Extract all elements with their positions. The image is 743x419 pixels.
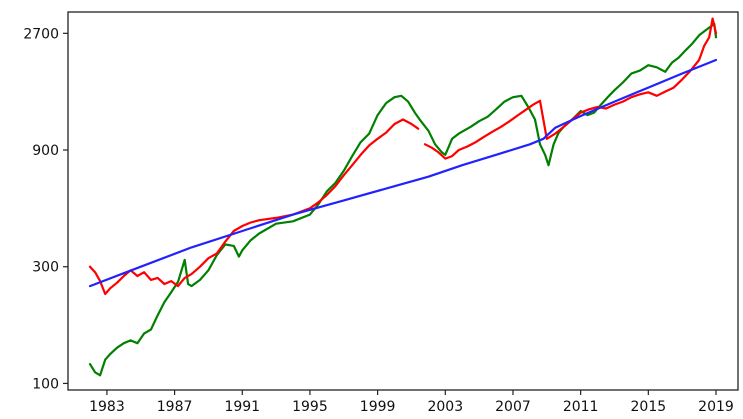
plot-area-frame [67, 11, 739, 391]
axes-layer: 1983 1987 1991 1995 1999 2003 2007 2011 2015 2019… [23, 26, 733, 415]
x-tick-label: 1983 [89, 399, 125, 415]
x-tick-label: 2015 [631, 399, 667, 415]
series-line-2 [88, 17, 718, 296]
x-tick-label: 1987 [157, 399, 193, 415]
x-tick-label: 2011 [563, 399, 599, 415]
x-tick-label: 2019 [698, 399, 734, 415]
y-tick-label: 2700 [23, 26, 59, 42]
y-tick-label: 900 [32, 143, 59, 159]
y-tick-label: 100 [32, 376, 59, 392]
series-line-1 [88, 22, 718, 377]
x-tick-label: 2003 [427, 399, 463, 415]
x-tick-label: 1995 [292, 399, 328, 415]
series-layer [88, 17, 718, 377]
series-line-3 [88, 58, 718, 288]
y-tick-label: 300 [32, 260, 59, 276]
x-tick-label: 1991 [224, 399, 260, 415]
x-tick-label: 1999 [360, 399, 396, 415]
x-tick-label: 2007 [495, 399, 531, 415]
